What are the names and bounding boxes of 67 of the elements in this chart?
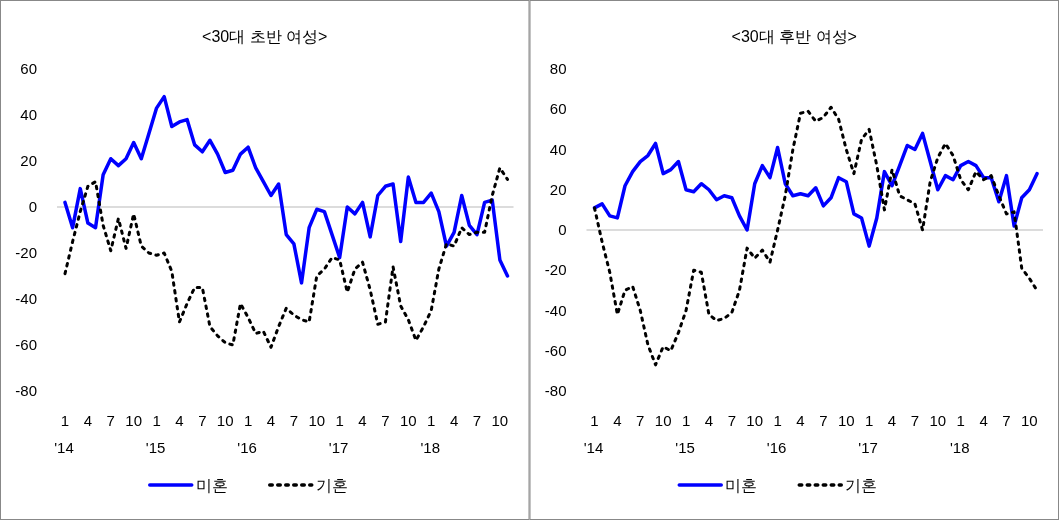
x-tick-label: 10 <box>125 412 143 429</box>
chart-title: <30대 초반 여성> <box>202 28 328 45</box>
x-tick-label: 10 <box>1021 412 1038 429</box>
x-tick-label: 1 '16 <box>766 412 787 456</box>
x-tick-label: 4 <box>979 412 988 429</box>
x-tick-label: 1 '17 <box>858 412 878 456</box>
y-tick-label: 80 <box>549 60 567 77</box>
x-tick-label: 10 <box>308 412 326 429</box>
x-tick-label: 4 <box>613 412 622 429</box>
x-tick-label: 10 <box>216 412 234 429</box>
y-tick-label: 40 <box>549 140 567 158</box>
x-tick-label: 4 <box>449 412 459 429</box>
legend-label: 기혼 <box>845 477 878 494</box>
x-tick-label: 1 '14 <box>54 412 74 456</box>
x-tick-label: 7 <box>381 412 390 429</box>
line-series <box>592 131 1039 248</box>
legend-label: 미혼 <box>725 477 758 494</box>
x-tick-label: 10 <box>929 412 947 429</box>
x-tick-label: 7 <box>289 412 299 429</box>
y-tick-label: -20 <box>15 244 37 261</box>
y-tick-label: -40 <box>544 301 567 319</box>
x-tick-label: 7 <box>106 412 115 429</box>
x-tick-label: 10 <box>654 412 672 429</box>
x-tick-label: 10 <box>746 412 764 429</box>
line-series <box>63 166 509 349</box>
y-tick-label: 60 <box>20 60 37 77</box>
x-tick-label: 4 <box>704 412 714 429</box>
y-tick-label: -20 <box>544 261 567 279</box>
line-series <box>593 105 1039 367</box>
x-tick-label: 1 '14 <box>583 412 604 456</box>
x-tick-label: 1 '15 <box>675 412 695 456</box>
y-tick-label: 60 <box>549 100 567 118</box>
x-tick-label: 7 <box>910 412 920 429</box>
y-tick-label: -80 <box>544 382 567 399</box>
x-tick-label: 4 <box>266 412 276 429</box>
legend-label: 기혼 <box>315 477 348 494</box>
y-tick-label: 0 <box>558 221 567 238</box>
x-tick-label: 4 <box>358 412 367 429</box>
x-tick-label: 7 <box>636 412 645 429</box>
x-tick-label: 10 <box>837 412 855 429</box>
chart-title: <30대 후반 여성> <box>731 28 857 45</box>
line-series <box>63 94 510 285</box>
x-tick-label: 1 '15 <box>145 412 166 456</box>
x-tick-label: 4 <box>175 412 184 429</box>
x-tick-label: 7 <box>198 412 207 429</box>
x-tick-label: 4 <box>887 412 897 429</box>
x-tick-label: 7 <box>472 412 482 429</box>
y-tick-label: 0 <box>28 198 37 215</box>
x-tick-label: 10 <box>491 412 509 429</box>
x-tick-label: 7 <box>1002 412 1011 429</box>
y-tick-label: -60 <box>544 341 567 359</box>
x-tick-label: 7 <box>819 412 828 429</box>
y-tick-label: -40 <box>15 290 37 307</box>
y-tick-label: 20 <box>549 180 567 198</box>
x-tick-label: 1 '17 <box>328 412 349 456</box>
y-tick-label: -60 <box>15 336 37 353</box>
y-tick-label: 20 <box>20 152 37 169</box>
x-tick-label: 7 <box>727 412 736 429</box>
x-tick-label: 1 '18 <box>949 412 970 456</box>
y-tick-label: 40 <box>20 106 37 123</box>
x-tick-label: 1 '16 <box>237 412 257 456</box>
x-tick-label: 10 <box>399 412 417 429</box>
x-tick-label: 4 <box>83 412 93 429</box>
y-tick-label: -80 <box>15 382 37 399</box>
x-tick-label: 1 '18 <box>420 412 440 456</box>
x-tick-label: 4 <box>796 412 805 429</box>
legend-label: 미혼 <box>195 477 228 494</box>
